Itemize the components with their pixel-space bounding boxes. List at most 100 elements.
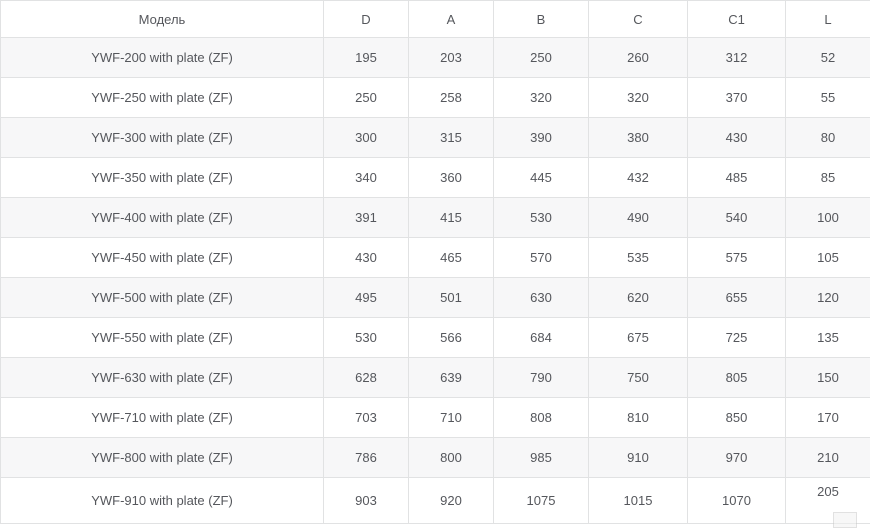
value-cell: 501 [409,278,494,318]
model-cell: YWF-200 with plate (ZF) [1,38,324,78]
value-cell: 135 [786,318,870,358]
value-cell: 170 [786,398,870,438]
value-cell: 985 [494,438,589,478]
value-cell: 250 [324,78,409,118]
value-cell: 432 [589,158,688,198]
model-cell: YWF-710 with plate (ZF) [1,398,324,438]
column-header-c: C [589,1,688,38]
value-cell: 800 [409,438,494,478]
value-cell: 100 [786,198,870,238]
value-cell: 910 [589,438,688,478]
model-cell: YWF-500 with plate (ZF) [1,278,324,318]
value-cell: 203 [409,38,494,78]
value-cell: 725 [688,318,786,358]
value-cell: 258 [409,78,494,118]
value-cell: 320 [589,78,688,118]
value-cell: 570 [494,238,589,278]
value-cell: 850 [688,398,786,438]
value-cell: 808 [494,398,589,438]
model-cell: YWF-300 with plate (ZF) [1,118,324,158]
value-cell: 684 [494,318,589,358]
value-cell: 360 [409,158,494,198]
model-cell: YWF-800 with plate (ZF) [1,438,324,478]
value-cell: 195 [324,38,409,78]
value-cell: 1070 [688,478,786,524]
value-cell: 465 [409,238,494,278]
value-cell: 575 [688,238,786,278]
value-cell: 786 [324,438,409,478]
value-cell: 805 [688,358,786,398]
value-cell: 80 [786,118,870,158]
model-cell: YWF-250 with plate (ZF) [1,78,324,118]
value-cell: 210 [786,438,870,478]
model-cell: YWF-350 with plate (ZF) [1,158,324,198]
value-cell: 52 [786,38,870,78]
value-cell: 703 [324,398,409,438]
column-header-l: L [786,1,870,38]
column-header-model: Модель [1,1,324,38]
value-cell: 430 [324,238,409,278]
model-cell: YWF-400 with plate (ZF) [1,198,324,238]
value-cell: 790 [494,358,589,398]
value-cell: 675 [589,318,688,358]
value-cell: 320 [494,78,589,118]
value-cell: 903 [324,478,409,524]
value-cell: 1075 [494,478,589,524]
value-cell: 55 [786,78,870,118]
value-cell: 150 [786,358,870,398]
value-cell: 750 [589,358,688,398]
value-cell: 920 [409,478,494,524]
value-cell: 530 [324,318,409,358]
header-row: Модель D A B C C1 L [1,1,870,38]
value-cell: 380 [589,118,688,158]
model-cell: YWF-630 with plate (ZF) [1,358,324,398]
model-cell: YWF-910 with plate (ZF) [1,478,324,524]
value-cell: 620 [589,278,688,318]
value-cell: 370 [688,78,786,118]
value-cell: 391 [324,198,409,238]
column-header-d: D [324,1,409,38]
value-cell: 485 [688,158,786,198]
value-cell: 315 [409,118,494,158]
value-cell: 655 [688,278,786,318]
value-cell: 540 [688,198,786,238]
value-cell: 566 [409,318,494,358]
value-cell: 85 [786,158,870,198]
value-cell: 628 [324,358,409,398]
value-cell: 205 [786,478,870,524]
value-cell: 300 [324,118,409,158]
clipped-image-placeholder [833,512,857,528]
value-cell: 250 [494,38,589,78]
column-header-a: A [409,1,494,38]
value-cell: 415 [409,198,494,238]
value-cell: 630 [494,278,589,318]
value-cell: 340 [324,158,409,198]
value-cell: 445 [494,158,589,198]
value-cell: 810 [589,398,688,438]
value-cell: 639 [409,358,494,398]
model-cell: YWF-450 with plate (ZF) [1,238,324,278]
value-cell: 495 [324,278,409,318]
column-header-b: B [494,1,589,38]
value-cell: 105 [786,238,870,278]
value-cell: 390 [494,118,589,158]
value-cell: 1015 [589,478,688,524]
value-cell: 970 [688,438,786,478]
value-cell: 490 [589,198,688,238]
value-cell: 430 [688,118,786,158]
model-cell: YWF-550 with plate (ZF) [1,318,324,358]
column-header-c1: C1 [688,1,786,38]
